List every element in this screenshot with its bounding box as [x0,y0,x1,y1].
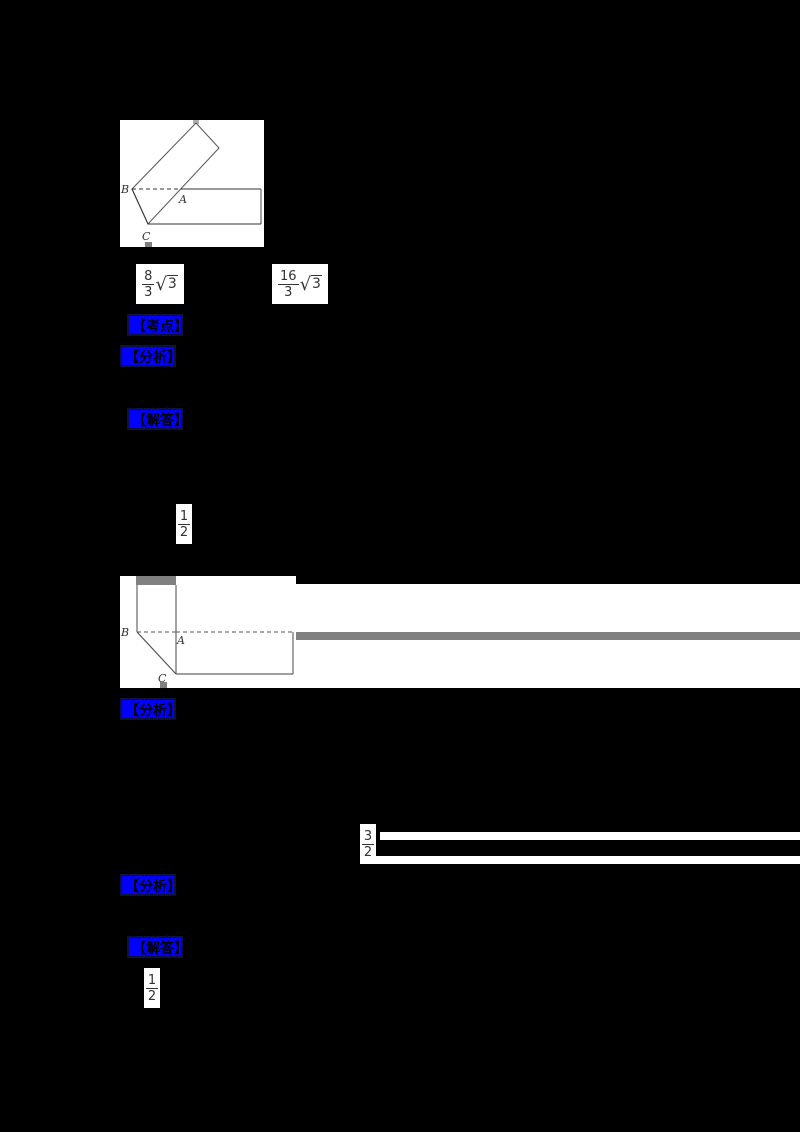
figure-2-diagram: B A C [120,576,294,688]
svg-text:A: A [178,193,187,206]
option-math-8-3-sqrt3: 8 3 √ 3 [136,264,184,304]
option-math-16-3-sqrt3: 16 3 √ 3 [272,264,328,304]
label-jieda: 【解答】 [127,936,188,958]
figure-1-folded-rectangle: B A C [120,120,264,247]
label-kaodian: 【考点】 [127,314,188,336]
label-jieda: 【解答】 [127,408,188,430]
fraction: 16 3 [278,268,299,300]
label-fenxi: 【分析】 [120,345,181,367]
highlight-band-top [380,832,800,840]
figure-2-folded-rectangle: B A C [120,576,296,688]
fraction-one-half: 1 2 [176,504,192,544]
svg-text:B: B [120,183,129,196]
sqrt-icon: √ [299,273,312,295]
highlight-band-bottom [376,856,800,864]
fraction-one-half: 1 2 [144,968,160,1008]
label-fenxi: 【分析】 [120,874,181,896]
sqrt-icon: √ [155,273,167,295]
fraction-three-halves: 3 2 [360,824,376,864]
svg-text:B: B [120,626,129,639]
fraction: 8 3 [142,268,155,300]
svg-text:C: C [142,230,151,243]
label-fenxi: 【分析】 [120,698,181,720]
svg-text:C: C [158,672,167,685]
svg-text:A: A [176,634,185,647]
figure-1-diagram: B A C [120,120,262,247]
divider-line [296,632,800,640]
